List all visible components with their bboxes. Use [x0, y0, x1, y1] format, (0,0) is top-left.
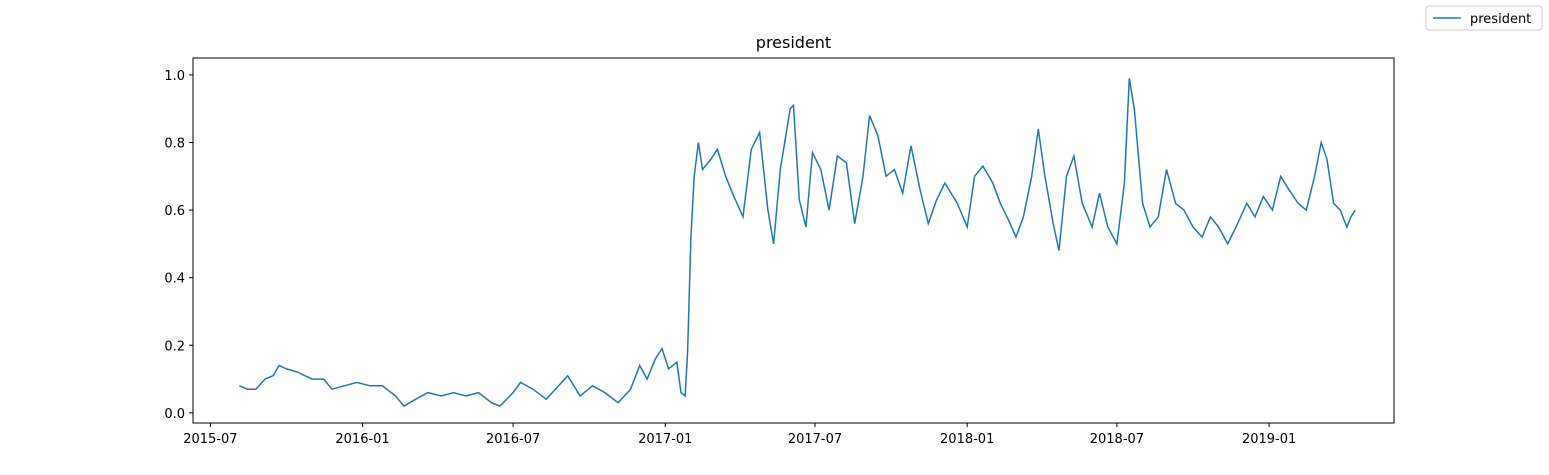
- x-tick-label: 2015-07: [183, 432, 237, 447]
- y-tick-label: 0.0: [164, 407, 185, 422]
- y-axis: 0.0 0.2 0.4 0.6 0.8 1.0: [164, 69, 193, 422]
- y-tick-label: 0.6: [164, 204, 185, 219]
- y-tick-label: 1.0: [164, 69, 185, 84]
- x-tick-label: 2017-01: [638, 432, 692, 447]
- legend: president: [1425, 5, 1543, 31]
- x-tick-label: 2019-01: [1242, 432, 1296, 447]
- legend-box: [1425, 5, 1543, 31]
- y-tick-label: 0.2: [164, 339, 185, 354]
- x-axis: 2015-07 2016-01 2016-07 2017-01 2017-07 2018-…: [183, 423, 1296, 447]
- y-tick-label: 0.4: [164, 272, 185, 287]
- legend-label: president: [1470, 12, 1531, 27]
- x-tick-label: 2016-07: [486, 432, 540, 447]
- x-tick-label: 2016-01: [335, 432, 389, 447]
- plot-area-frame: [192, 57, 1395, 424]
- series-line-president: [239, 78, 1356, 408]
- x-tick-label: 2017-07: [788, 432, 842, 447]
- x-tick-label: 2018-07: [1090, 432, 1144, 447]
- chart-title: president: [756, 33, 831, 52]
- y-tick-label: 0.8: [164, 136, 185, 151]
- x-tick-label: 2018-01: [940, 432, 994, 447]
